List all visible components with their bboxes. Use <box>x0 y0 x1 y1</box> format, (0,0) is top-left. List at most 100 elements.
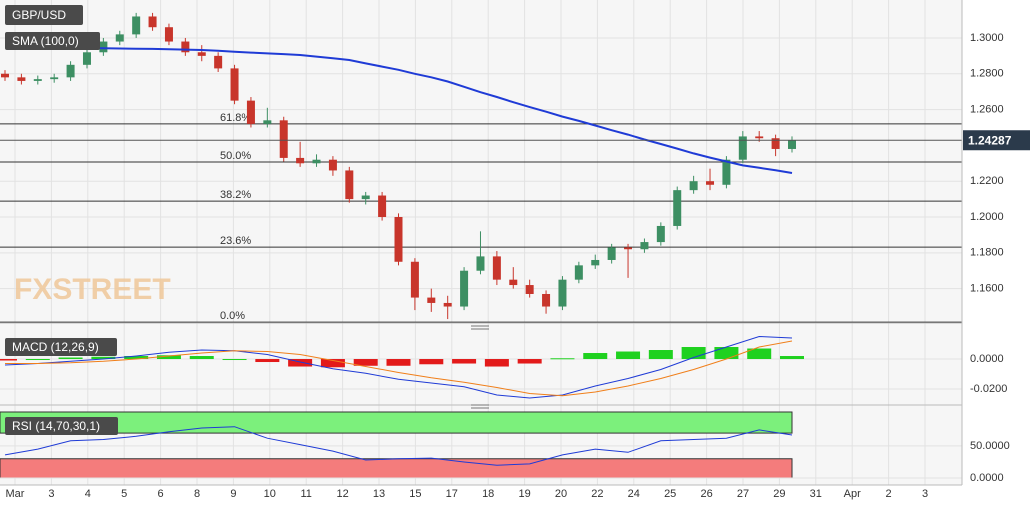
candle-body <box>279 120 288 158</box>
symbol-title: GBP/USD <box>12 8 66 22</box>
macd-histogram-bar <box>25 359 50 361</box>
candle-body <box>410 261 419 298</box>
x-tick-label: 6 <box>158 488 164 500</box>
y-tick-label: 1.2600 <box>970 103 1004 115</box>
rsi-line <box>4 426 793 466</box>
resize-grip[interactable] <box>471 325 489 330</box>
fib-label: 50.0% <box>220 150 251 162</box>
candle-body <box>640 242 649 250</box>
candle-body <box>591 259 600 266</box>
indicator-box <box>5 417 118 435</box>
candle-body <box>148 16 157 28</box>
sma-line <box>4 45 793 174</box>
macd-histogram-bar <box>419 359 444 365</box>
x-tick-label: 17 <box>446 488 458 500</box>
x-tick-label: 4 <box>85 488 91 500</box>
x-tick-label: 3 <box>922 488 928 500</box>
x-tick-label: 25 <box>664 488 676 500</box>
macd-histogram-bar <box>747 348 772 360</box>
x-tick-label: Apr <box>844 488 861 500</box>
candle-body <box>312 159 321 164</box>
candle-body <box>788 140 796 149</box>
y-tick-label: 1.2200 <box>970 175 1004 187</box>
macd-histogram-bar <box>648 350 673 360</box>
macd-histogram-bar <box>452 359 477 364</box>
macd-histogram-bar <box>91 356 116 360</box>
oversold-zone <box>0 458 793 479</box>
y-tick-label: 50.0000 <box>970 440 1010 452</box>
macd-histogram-bar <box>616 351 641 360</box>
x-tick-label: 13 <box>373 488 385 500</box>
macd-histogram-bar <box>353 359 378 366</box>
macd-line <box>4 335 793 399</box>
last-price-label: 1.24287 <box>968 133 1012 147</box>
x-tick-label: 8 <box>194 488 200 500</box>
candle-body <box>607 247 616 260</box>
candle-body <box>427 297 436 303</box>
candle-body <box>328 159 337 171</box>
candle-body <box>361 195 370 200</box>
macd-histogram-bar <box>320 359 345 368</box>
candle-body <box>574 265 583 280</box>
x-tick-label: 12 <box>336 488 348 500</box>
candle-body <box>17 77 26 81</box>
x-tick-label: 15 <box>409 488 421 500</box>
indicator-box <box>5 338 117 356</box>
macd-histogram-bar <box>517 359 542 364</box>
macd-histogram-bar <box>58 357 83 360</box>
candle-body <box>525 285 534 294</box>
x-tick-label: 5 <box>121 488 127 500</box>
macd-title: MACD (12,26,9) <box>12 340 99 354</box>
candle-body <box>706 181 715 185</box>
symbol-box <box>5 5 83 25</box>
macd-line <box>5 340 793 397</box>
resize-grip[interactable] <box>471 404 489 409</box>
y-tick-label: 1.3000 <box>970 32 1004 44</box>
candle-body <box>394 217 403 262</box>
macd-histogram-bar <box>124 356 149 360</box>
x-tick-label: 2 <box>886 488 892 500</box>
x-tick-label: 3 <box>48 488 54 500</box>
candle-body <box>197 52 206 56</box>
candle-body <box>99 41 108 53</box>
x-tick-label: Mar <box>6 488 25 500</box>
x-tick-label: 31 <box>810 488 822 500</box>
candle-body <box>656 225 665 243</box>
y-tick-label: 1.1600 <box>970 283 1004 295</box>
macd-histogram-bar <box>484 359 509 367</box>
macd-histogram-bar <box>0 359 17 361</box>
x-tick-label: 9 <box>230 488 236 500</box>
candle-body <box>246 100 255 124</box>
candle-body <box>378 195 387 218</box>
candle-body <box>1 73 9 78</box>
axis-background <box>962 0 1032 505</box>
y-tick-label: 1.2800 <box>970 68 1004 80</box>
x-tick-label: 24 <box>628 488 640 500</box>
fib-label: 0.0% <box>220 310 245 322</box>
candle-body <box>50 77 59 80</box>
x-tick-label: 10 <box>264 488 276 500</box>
candle-body <box>263 120 272 124</box>
candle-body <box>443 302 452 307</box>
candle-body <box>82 52 91 65</box>
y-tick-label: 1.1800 <box>970 247 1004 259</box>
macd-histogram-bar <box>156 355 181 360</box>
macd-histogram-bar <box>288 359 313 367</box>
fib-label: 23.6% <box>220 235 251 247</box>
candle-body <box>164 27 173 42</box>
candle-body <box>66 64 75 78</box>
macd-histogram-bar <box>550 358 575 360</box>
macd-histogram-bar <box>714 347 739 360</box>
x-tick-label: 29 <box>773 488 785 500</box>
watermark: FXSTREET <box>14 273 171 306</box>
y-tick-label: -0.0200 <box>970 383 1007 395</box>
overbought-zone <box>0 411 793 434</box>
x-tick-label: 19 <box>518 488 530 500</box>
candle-body <box>492 256 501 280</box>
rsi-title: RSI (14,70,30,1) <box>12 419 100 433</box>
candle-body <box>181 41 190 53</box>
y-tick-label: 1.2000 <box>970 211 1004 223</box>
candle-body <box>771 138 780 149</box>
macd-histogram-bar <box>583 353 608 360</box>
